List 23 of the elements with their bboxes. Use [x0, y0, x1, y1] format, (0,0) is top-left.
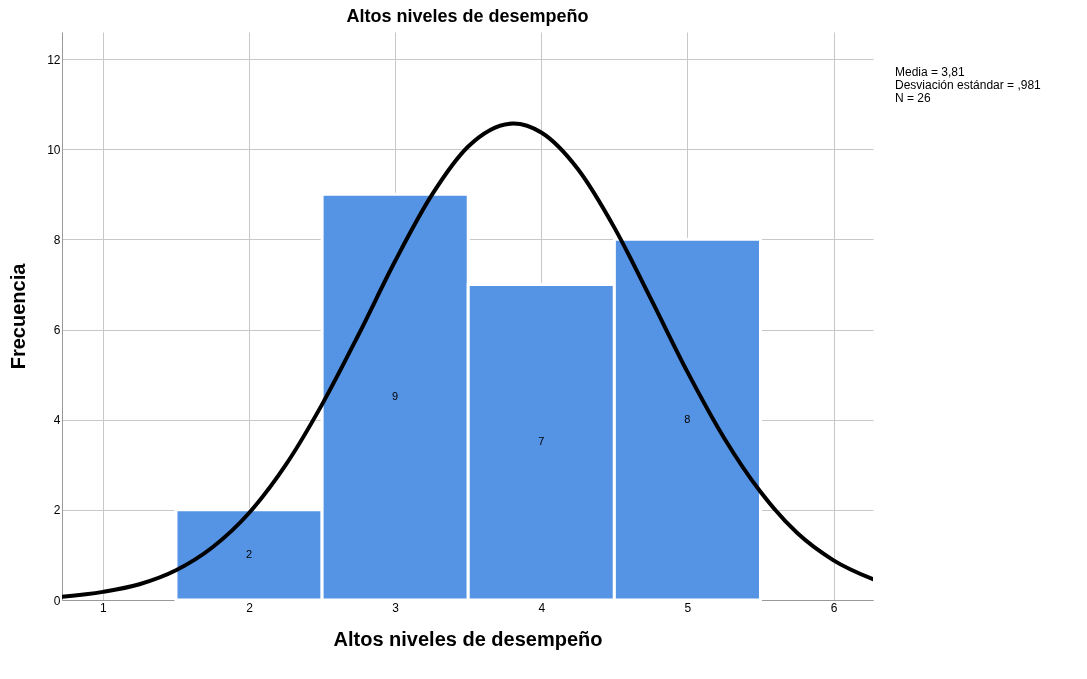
data-label: 8: [684, 412, 691, 425]
x-axis-title: Altos niveles de desempeño: [333, 627, 603, 650]
x-tick-label: 5: [684, 600, 692, 615]
y-tick-label: 4: [53, 413, 61, 428]
text: Desviación estándar = ,981: [895, 78, 1041, 92]
text: Media = 3,81: [895, 65, 966, 79]
y-tick-label: 10: [47, 142, 61, 157]
y-tick-label: 2: [53, 503, 61, 518]
data-label: 2: [245, 547, 253, 560]
x-tick-label: 4: [538, 600, 546, 615]
x-tick-label: 2: [246, 600, 254, 615]
y-tick-label: 6: [53, 323, 61, 338]
data-label: 7: [538, 435, 545, 448]
x-tick-label: 6: [830, 600, 838, 615]
chart-title: Altos niveles de desempeño: [346, 6, 589, 26]
x-tick-label: 1: [100, 600, 108, 615]
y-tick-label: 8: [53, 232, 61, 247]
x-tick-label: 3: [392, 600, 400, 615]
data-label: 9: [392, 390, 399, 403]
y-tick-label: 12: [47, 52, 61, 67]
y-tick-label: 0: [53, 593, 61, 608]
text: N = 26: [895, 91, 932, 105]
y-axis-title: Frecuencia: [7, 262, 30, 370]
